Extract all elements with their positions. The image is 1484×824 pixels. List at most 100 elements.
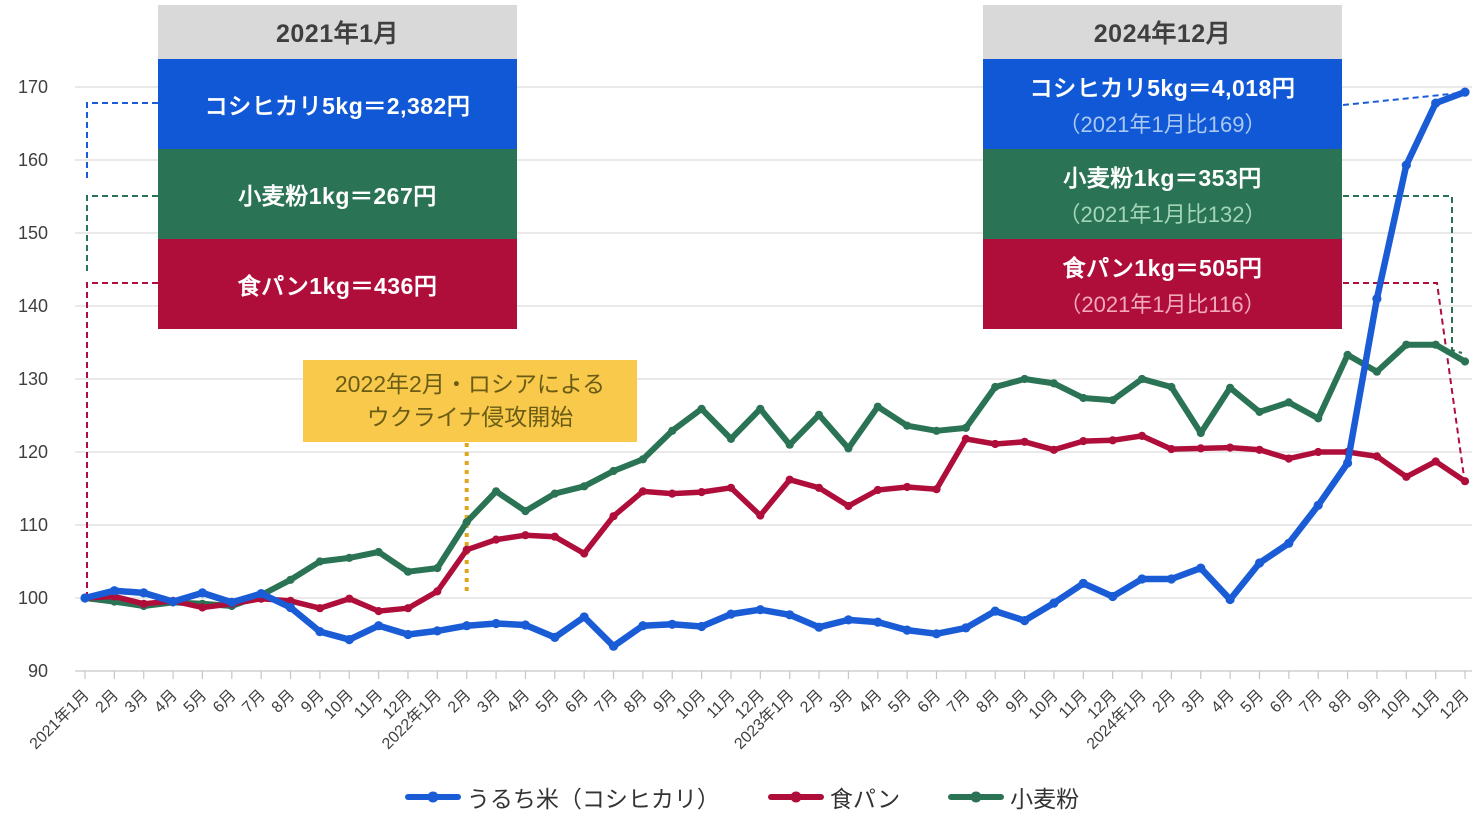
x-axis-label: 12月 xyxy=(1437,687,1473,723)
series-point-0 xyxy=(520,620,531,630)
price-row-flour-2021: 小麦粉1kg＝267円 xyxy=(158,149,517,239)
series-point-0 xyxy=(168,597,178,607)
series-point-2 xyxy=(1343,350,1352,359)
series-point-1 xyxy=(521,531,530,540)
series-point-1 xyxy=(668,489,677,498)
series-point-2 xyxy=(1372,367,1381,376)
series-point-0 xyxy=(902,625,912,635)
series-point-1 xyxy=(1196,444,1205,453)
series-point-1 xyxy=(991,439,1000,449)
series-point-2 xyxy=(286,575,295,584)
series-point-1 xyxy=(1049,445,1058,454)
x-axis-label: 2月 xyxy=(445,687,475,717)
series-point-1 xyxy=(932,485,941,494)
series-point-2 xyxy=(756,404,765,413)
series-point-0 xyxy=(697,621,707,632)
x-axis-label: 3月 xyxy=(827,687,857,717)
series-point-1 xyxy=(638,487,648,496)
series-point-0 xyxy=(726,609,736,619)
x-axis-label: 8月 xyxy=(621,687,651,717)
series-point-0 xyxy=(1284,538,1294,548)
series-point-2 xyxy=(726,434,736,443)
series-point-1 xyxy=(814,483,824,492)
series-point-2 xyxy=(345,553,354,563)
series-point-2 xyxy=(932,426,941,435)
series-line-0 xyxy=(81,88,1469,650)
series-point-1 xyxy=(1108,436,1117,445)
series-point-1 xyxy=(1226,443,1235,452)
series-point-2 xyxy=(580,482,589,491)
series-point-2 xyxy=(697,404,706,413)
series-point-1 xyxy=(580,549,589,558)
event-line-2: ウクライナ侵攻開始 xyxy=(366,404,574,430)
price-box-2021-01: 2021年1月 コシヒカリ5kg＝2,382円 小麦粉1kg＝267円 食パン1… xyxy=(158,5,517,329)
x-axis-label: 4月 xyxy=(151,687,181,717)
series-point-1 xyxy=(433,587,442,596)
series-point-0 xyxy=(256,589,266,599)
x-axis-label: 8月 xyxy=(1326,687,1356,717)
series-point-0 xyxy=(285,602,296,613)
series-point-1 xyxy=(345,594,354,603)
price-row-koshihikari-2021: コシヒカリ5kg＝2,382円 xyxy=(158,59,517,149)
connector-right-bread xyxy=(1343,282,1465,478)
series-point-0 xyxy=(990,606,1000,616)
series-point-0 xyxy=(1049,598,1059,608)
series-point-2 xyxy=(991,382,1000,392)
series-point-0 xyxy=(432,626,442,636)
series-point-1 xyxy=(1255,445,1264,454)
series-point-1 xyxy=(844,501,853,511)
series-point-0 xyxy=(843,615,854,625)
series-point-2 xyxy=(873,402,882,411)
series-point-2 xyxy=(462,518,471,527)
price-row-label: 小麦粉1kg＝267円 xyxy=(238,183,437,209)
series-point-1 xyxy=(550,532,559,541)
series-point-2 xyxy=(492,487,501,496)
y-axis-label: 160 xyxy=(18,150,48,170)
series-point-0 xyxy=(109,586,119,596)
series-point-1 xyxy=(726,483,736,492)
series-point-0 xyxy=(227,597,237,608)
price-box-2024-title: 2024年12月 xyxy=(983,5,1342,59)
series-point-0 xyxy=(1460,87,1470,97)
y-axis-label: 150 xyxy=(18,223,48,243)
ukraine-invasion-callout: 2022年2月・ロシアによる ウクライナ侵攻開始 xyxy=(303,360,637,442)
series-point-1 xyxy=(1079,437,1088,446)
y-axis-label: 130 xyxy=(18,369,48,389)
price-row-label: 食パン1kg＝436円 xyxy=(237,273,438,299)
x-axis-label: 7月 xyxy=(239,687,269,717)
x-axis-label: 4月 xyxy=(504,687,534,717)
series-point-2 xyxy=(1314,414,1323,423)
series-point-2 xyxy=(785,440,794,449)
series-point-0 xyxy=(608,641,619,651)
series-point-1 xyxy=(1402,472,1411,481)
price-row-ratio: （2021年1月比169） xyxy=(1058,112,1267,137)
series-point-2 xyxy=(1049,379,1058,388)
price-row-ratio: （2021年1月比132） xyxy=(1058,202,1267,227)
series-point-2 xyxy=(961,423,971,432)
series-point-0 xyxy=(638,621,648,631)
x-axis-label: 11月 xyxy=(1408,687,1443,722)
series-point-2 xyxy=(403,567,413,576)
series-point-0 xyxy=(873,617,883,627)
series-point-1 xyxy=(903,482,912,492)
series-point-1 xyxy=(873,485,882,495)
series-point-2 xyxy=(433,564,442,573)
y-axis-label: 120 xyxy=(18,442,48,462)
legend-marker-rice xyxy=(404,791,461,803)
y-axis-label: 90 xyxy=(28,661,48,681)
connector-left-bread xyxy=(86,282,158,594)
series-point-0 xyxy=(462,621,472,631)
series-point-1 xyxy=(961,434,971,443)
event-line-1: 2022年2月・ロシアによる xyxy=(334,370,606,397)
price-box-2021-title: 2021年1月 xyxy=(158,5,517,59)
legend-label-rice: うるち米（コシヒカリ） xyxy=(466,786,720,812)
series-point-0 xyxy=(315,627,325,637)
series-point-2 xyxy=(903,421,912,430)
series-point-1 xyxy=(756,511,765,520)
series-point-0 xyxy=(1254,558,1265,568)
x-axis-label: 10月 xyxy=(1378,687,1414,723)
legend: うるち米（コシヒカリ） 食パン 小麦粉 xyxy=(0,780,1484,814)
series-point-2 xyxy=(1020,374,1029,384)
series-point-2 xyxy=(638,455,648,464)
series-point-0 xyxy=(1431,98,1441,108)
